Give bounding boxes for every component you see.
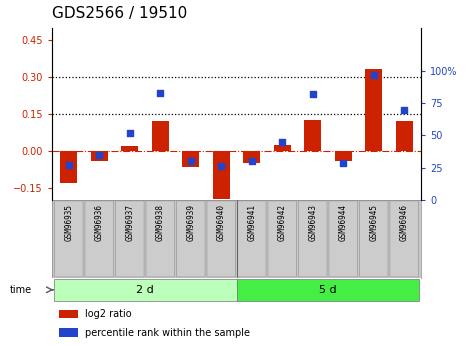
Text: GSM96936: GSM96936 [95,204,104,241]
Point [248,158,255,164]
FancyBboxPatch shape [237,201,266,277]
Bar [213,151,229,199]
Bar [152,121,169,151]
Text: GSM96945: GSM96945 [369,204,378,241]
Bar [335,151,351,161]
Bar [91,151,108,161]
FancyBboxPatch shape [115,201,144,277]
Point [96,152,103,158]
FancyBboxPatch shape [390,201,419,277]
Bar [60,310,78,318]
Text: GSM96944: GSM96944 [339,204,348,241]
Point [279,139,286,145]
Bar [61,151,77,183]
Bar [60,328,78,337]
Text: 5 d: 5 d [319,285,337,295]
Text: GSM96942: GSM96942 [278,204,287,241]
FancyBboxPatch shape [207,201,236,277]
Point [370,72,377,77]
Bar [396,121,412,151]
Text: 2 d: 2 d [136,285,154,295]
Bar [274,145,290,151]
FancyBboxPatch shape [146,201,175,277]
Text: GSM96937: GSM96937 [125,204,134,241]
FancyBboxPatch shape [329,201,358,277]
Point [401,107,408,112]
Bar [236,279,420,300]
Point [157,90,164,96]
Bar [244,151,260,163]
Text: GSM96943: GSM96943 [308,204,317,241]
Point [309,91,316,97]
Point [340,160,347,165]
FancyBboxPatch shape [85,201,114,277]
Bar [183,151,199,167]
Text: GSM96935: GSM96935 [64,204,73,241]
Text: percentile rank within the sample: percentile rank within the sample [85,328,250,337]
FancyBboxPatch shape [298,201,327,277]
Bar [53,279,236,300]
Text: log2 ratio: log2 ratio [85,309,132,319]
Text: GDS2566 / 19510: GDS2566 / 19510 [52,6,187,21]
Bar [304,120,321,151]
Point [65,162,72,168]
Text: GSM96938: GSM96938 [156,204,165,241]
Text: GSM96946: GSM96946 [400,204,409,241]
FancyBboxPatch shape [54,201,83,277]
Bar [365,69,382,151]
Text: time: time [9,285,32,295]
Point [187,158,194,164]
Point [126,130,133,136]
Point [218,164,225,169]
Bar [122,146,138,151]
Text: GSM96939: GSM96939 [186,204,195,241]
Text: GSM96940: GSM96940 [217,204,226,241]
FancyBboxPatch shape [176,201,205,277]
FancyBboxPatch shape [268,201,297,277]
Text: GSM96941: GSM96941 [247,204,256,241]
FancyBboxPatch shape [359,201,388,277]
